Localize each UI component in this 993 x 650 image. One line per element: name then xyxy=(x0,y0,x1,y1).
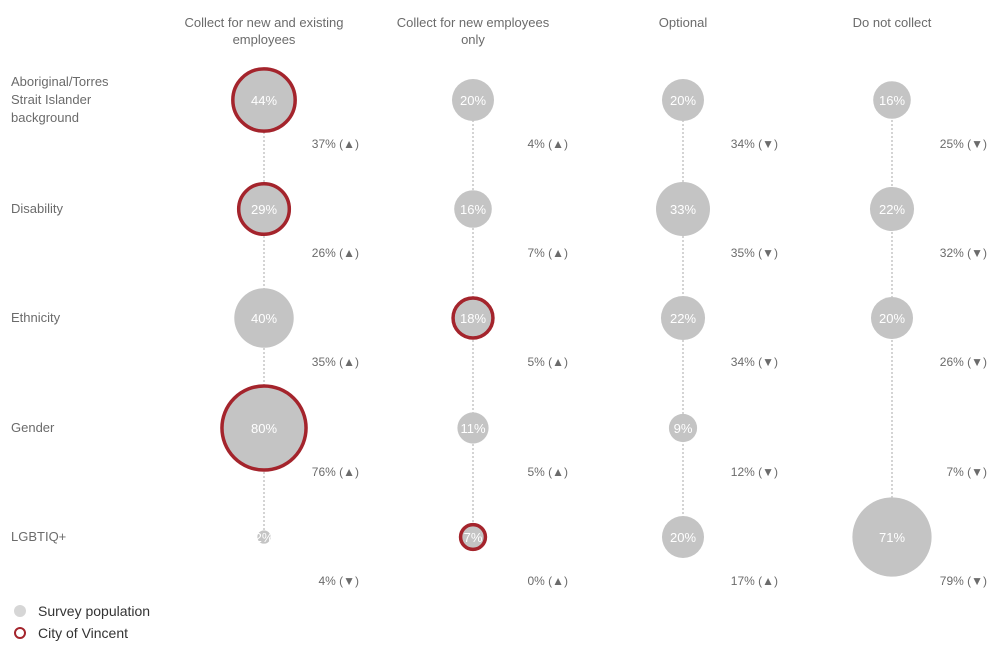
row-label-2-line-0: Ethnicity xyxy=(11,310,61,325)
column-header-0-line-1: employees xyxy=(233,32,296,47)
bubble-label-0-3: 16% xyxy=(879,93,905,108)
city-ring-2-1 xyxy=(451,296,495,340)
row-label-3-line-0: Gender xyxy=(11,420,55,435)
bubble-2-2 xyxy=(660,295,706,341)
bubble-3-1 xyxy=(457,412,489,444)
comparison-label-3-2: 12% (▼) xyxy=(731,465,778,479)
bubble-4-0 xyxy=(257,530,271,544)
bubble-1-1 xyxy=(454,190,492,228)
bubble-label-2-2: 22% xyxy=(670,311,696,326)
column-header-3-line-0: Do not collect xyxy=(853,15,932,30)
comparison-label-2-0: 35% (▲) xyxy=(312,355,359,369)
bubble-2-3 xyxy=(870,296,914,340)
row-label-0-line-1: Strait Islander xyxy=(11,92,92,107)
bubble-label-2-1: 18% xyxy=(460,311,486,326)
column-header-1-line-0: Collect for new employees xyxy=(397,15,550,30)
bubble-label-4-3: 71% xyxy=(879,530,905,545)
bubble-label-2-0: 40% xyxy=(251,311,277,326)
bubble-0-1 xyxy=(451,78,495,122)
bubble-label-4-0: 2% xyxy=(255,530,274,545)
bubble-label-3-0: 80% xyxy=(251,421,277,436)
bubble-1-3 xyxy=(869,186,915,232)
bubble-label-1-1: 16% xyxy=(460,202,486,217)
bubble-chart: Collect for new and existing employees Col… xyxy=(11,15,987,588)
column-header-0-line-0: Collect for new and existing xyxy=(185,15,344,30)
column-header-2-line-0: Optional xyxy=(659,15,708,30)
comparison-label-1-1: 7% (▲) xyxy=(527,246,568,260)
bubble-4-1 xyxy=(460,524,486,550)
legend: Survey population City of Vincent xyxy=(14,600,150,644)
bubble-label-0-2: 20% xyxy=(670,93,696,108)
bubble-label-0-0: 44% xyxy=(251,93,277,108)
row-label-4-line-0: LGBTIQ+ xyxy=(11,529,66,544)
bubble-label-1-2: 33% xyxy=(670,202,696,217)
city-ring-1-0 xyxy=(236,181,292,237)
bubble-label-1-0: 29% xyxy=(251,202,277,217)
comparison-label-4-0: 4% (▼) xyxy=(318,574,359,588)
comparison-label-2-1: 5% (▲) xyxy=(527,355,568,369)
comparison-label-4-3: 79% (▼) xyxy=(940,574,987,588)
comparison-label-3-0: 76% (▲) xyxy=(312,465,359,479)
city-ring-3-0 xyxy=(220,384,308,472)
bubble-4-2 xyxy=(661,515,705,559)
row-label-0-line-2: background xyxy=(11,110,79,125)
row-label-0-line-0: Aboriginal/Torres xyxy=(11,74,109,89)
bubble-2-0 xyxy=(234,288,294,348)
comparison-label-0-0: 37% (▲) xyxy=(312,137,359,151)
comparison-label-2-3: 26% (▼) xyxy=(940,355,987,369)
bubble-3-2 xyxy=(668,413,698,443)
bubble-label-1-3: 22% xyxy=(879,202,905,217)
bubble-label-4-2: 20% xyxy=(670,530,696,545)
survey-swatch-icon xyxy=(14,605,26,617)
bubble-3-0 xyxy=(221,385,307,471)
comparison-label-1-0: 26% (▲) xyxy=(312,246,359,260)
bubble-label-0-1: 20% xyxy=(460,93,486,108)
legend-item-city: City of Vincent xyxy=(14,622,150,644)
comparison-label-4-2: 17% (▲) xyxy=(731,574,778,588)
comparison-label-4-1: 0% (▲) xyxy=(527,574,568,588)
city-ring-0-0 xyxy=(231,67,297,133)
comparison-label-1-2: 35% (▼) xyxy=(731,246,778,260)
comparison-label-1-3: 32% (▼) xyxy=(940,246,987,260)
bubble-4-3 xyxy=(852,497,932,577)
bubble-0-3 xyxy=(873,81,911,119)
comparison-label-0-3: 25% (▼) xyxy=(940,137,987,151)
column-header-1-line-1: only xyxy=(461,32,485,47)
comparison-label-3-1: 5% (▲) xyxy=(527,465,568,479)
legend-label-survey: Survey population xyxy=(38,603,151,619)
legend-label-city: City of Vincent xyxy=(38,625,129,641)
row-label-1-line-0: Disability xyxy=(11,201,64,216)
comparison-label-0-1: 4% (▲) xyxy=(527,137,568,151)
bubble-label-3-1: 11% xyxy=(460,421,485,436)
bubble-0-2 xyxy=(661,78,705,122)
bubble-1-2 xyxy=(656,182,710,236)
bubble-1-0 xyxy=(238,183,290,235)
comparison-label-2-2: 34% (▼) xyxy=(731,355,778,369)
city-ring-swatch-icon xyxy=(14,627,26,639)
legend-item-survey: Survey population xyxy=(14,600,150,622)
bubble-label-4-1: 7% xyxy=(464,530,483,545)
bubble-label-2-3: 20% xyxy=(879,311,905,326)
city-ring-4-1 xyxy=(458,522,488,552)
comparison-label-0-2: 34% (▼) xyxy=(731,137,778,151)
comparison-label-3-3: 7% (▼) xyxy=(946,465,987,479)
bubble-0-0 xyxy=(232,68,296,132)
bubble-2-1 xyxy=(453,298,493,338)
bubble-label-3-2: 9% xyxy=(674,421,693,436)
